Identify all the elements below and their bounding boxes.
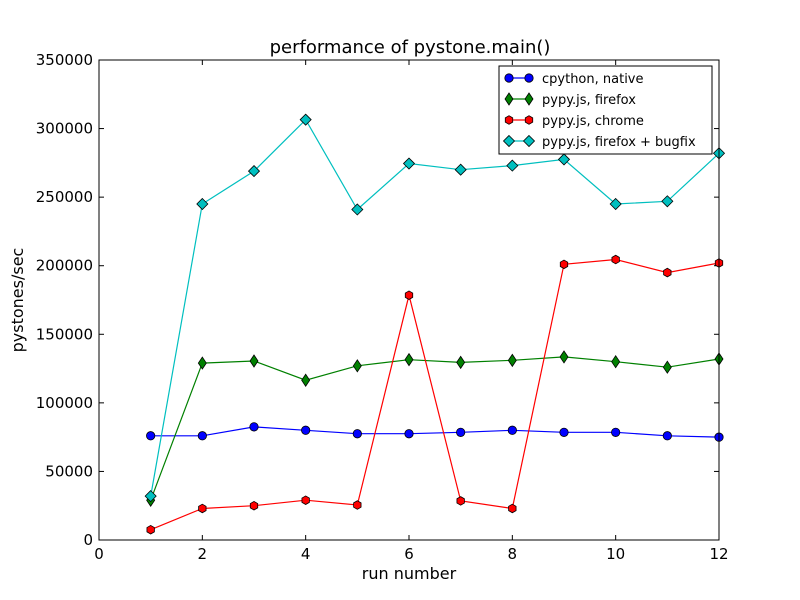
data-point xyxy=(404,290,414,300)
y-tick-label: 350000 xyxy=(36,51,93,69)
legend-label: pypy.js, firefox xyxy=(542,93,636,108)
legend-marker xyxy=(502,134,516,148)
data-point xyxy=(456,496,465,506)
data-point xyxy=(508,503,517,514)
data-point xyxy=(507,353,517,368)
legend-marker xyxy=(524,73,534,83)
legend: cpython, native pypy.js, firefox pypy.js, … xyxy=(498,65,713,155)
y-tick-label: 0 xyxy=(83,531,93,549)
legend-label: cpython, native xyxy=(542,72,644,87)
data-point xyxy=(559,427,569,437)
data-point xyxy=(352,359,362,373)
x-tick-label: 12 xyxy=(709,545,728,563)
data-point xyxy=(146,431,156,441)
data-point xyxy=(352,429,362,439)
legend-item: cpython, native xyxy=(504,72,644,87)
legend-item: pypy.js, firefox xyxy=(504,92,636,108)
data-point xyxy=(301,425,311,435)
y-tick-label: 150000 xyxy=(36,325,93,343)
plot-area: 0 2 4 6 8 10 12 0 50000 100000 150000 200000 250000 3… xyxy=(36,51,729,563)
data-point xyxy=(146,524,155,535)
legend-label: pypy.js, firefox + bugfix xyxy=(542,135,696,150)
data-point xyxy=(249,500,259,511)
data-point xyxy=(404,429,414,439)
data-point xyxy=(662,431,672,441)
series-line xyxy=(150,356,720,501)
data-point xyxy=(247,165,261,178)
y-tick-label: 250000 xyxy=(36,188,93,206)
legend-label: pypy.js, chrome xyxy=(542,114,644,129)
series-line xyxy=(150,426,720,438)
data-point xyxy=(559,350,569,364)
data-point xyxy=(611,427,621,437)
data-point xyxy=(507,425,517,435)
x-tick-label: 10 xyxy=(606,545,625,563)
data-point xyxy=(404,352,414,367)
plot-frame xyxy=(98,59,720,541)
x-tick-label: 6 xyxy=(404,545,414,563)
data-point xyxy=(301,373,311,387)
chart-title: performance of pystone.main() xyxy=(270,37,551,58)
x-tick-label: 4 xyxy=(301,545,311,563)
data-point xyxy=(557,153,571,166)
y-tick-label: 200000 xyxy=(36,257,93,275)
x-tick-label: 2 xyxy=(198,545,208,563)
data-point xyxy=(301,495,310,505)
data-point xyxy=(249,422,259,432)
legend-item: pypy.js, chrome xyxy=(504,114,644,129)
legend-marker xyxy=(504,73,514,83)
y-tick-label: 100000 xyxy=(36,394,93,412)
legend-marker xyxy=(504,115,514,125)
legend-item: pypy.js, firefox + bugfix xyxy=(502,134,696,150)
data-point xyxy=(456,355,466,370)
data-point xyxy=(299,113,312,126)
data-point xyxy=(662,360,672,374)
series-3 xyxy=(146,254,724,535)
x-tick-label: 0 xyxy=(94,545,104,563)
data-point xyxy=(196,197,209,211)
series-line xyxy=(150,118,720,497)
data-point xyxy=(197,431,207,441)
data-point xyxy=(144,490,157,503)
data-point xyxy=(454,163,467,176)
data-point xyxy=(353,500,362,510)
data-point xyxy=(197,356,207,370)
legend-marker xyxy=(522,134,536,148)
x-axis-label: run number xyxy=(362,564,457,583)
y-tick-label: 300000 xyxy=(36,120,93,138)
series-line xyxy=(150,258,720,531)
data-point xyxy=(609,197,622,211)
legend-marker xyxy=(524,92,534,106)
data-point xyxy=(351,203,364,216)
data-point xyxy=(611,354,621,369)
data-point xyxy=(402,157,416,170)
x-tick-label: 8 xyxy=(508,545,518,563)
data-point xyxy=(663,267,672,278)
legend-box xyxy=(498,65,713,155)
data-point xyxy=(611,254,620,265)
data-point xyxy=(661,195,674,208)
y-axis-label: pystones/sec xyxy=(8,248,27,353)
data-point xyxy=(456,427,466,437)
data-point xyxy=(506,159,519,172)
data-point xyxy=(559,259,569,270)
legend-marker xyxy=(524,115,534,125)
legend-marker xyxy=(504,92,514,106)
series-4 xyxy=(144,113,726,503)
data-point xyxy=(249,354,259,368)
y-tick-label: 50000 xyxy=(45,462,93,480)
data-point xyxy=(198,503,207,514)
